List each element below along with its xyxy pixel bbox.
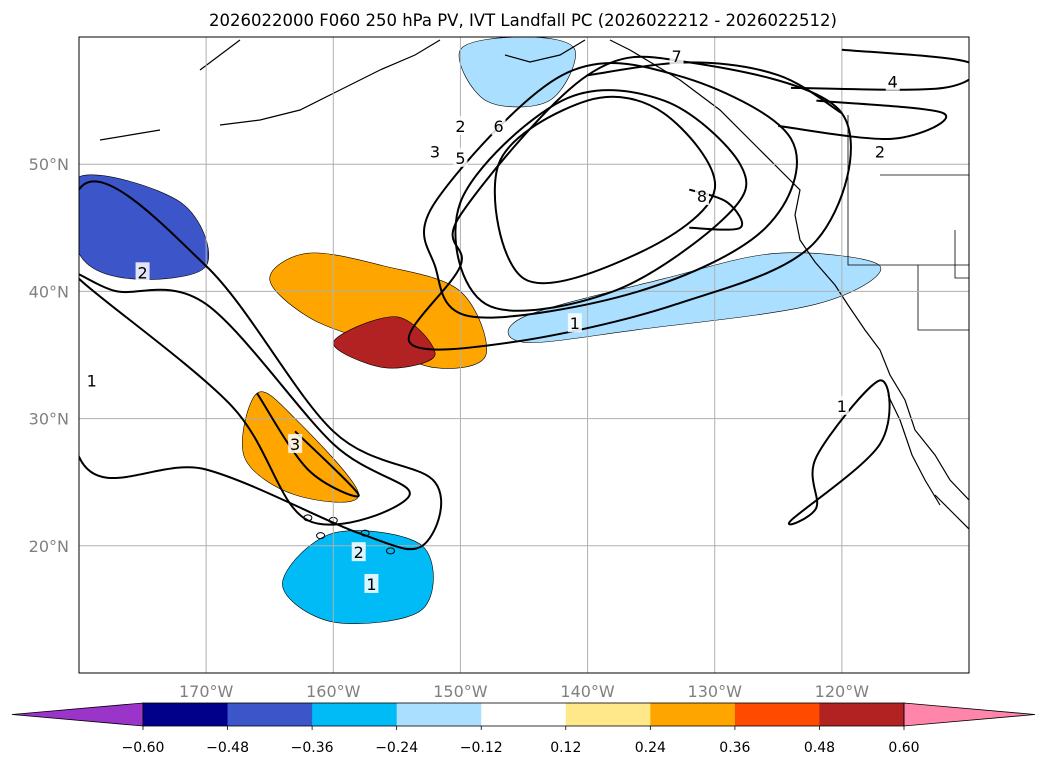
contour-line [79,273,411,526]
lat-tick-label: 30°N [29,410,69,429]
lon-tick-label: 150°W [433,682,488,701]
colorbar-tick-label: −0.60 [122,740,165,756]
colorbar-bin [227,703,313,726]
contour-label-bg [351,542,366,562]
hawaiian-island [316,532,326,540]
contour-label: 7 [671,47,681,66]
contour-label-bg [567,313,582,333]
colorbar-outline [142,702,905,727]
state-border [954,230,969,279]
lon-tick-label: 130°W [688,682,743,701]
contour-line [407,55,852,351]
axis-tick-labels: 170°W 160°W 150°W 140°W 130°W 120°W 20°N 30°N 40… [29,155,870,701]
contour-line [256,392,360,498]
contour-label: 1 [570,314,580,333]
state-border [917,265,969,331]
contour-label-bg [873,141,887,161]
contour-label: 8 [697,187,707,206]
shaded-anomaly-layer [79,37,882,624]
contour-label-bg [885,71,900,91]
colorbar-tick-label: −0.48 [206,740,249,756]
contour-line [454,89,748,312]
contour-line [790,48,969,91]
contour-label: 1 [87,371,97,390]
map-background [79,37,969,673]
contour-label-bg [428,141,442,161]
contour-label: 2 [455,117,465,136]
lat-tick-label: 40°N [29,282,69,301]
coastline [609,39,969,501]
colorbar-bin [819,703,905,726]
colorbar-tick-label: 0.36 [719,740,750,756]
contour-line [493,95,716,285]
colorbar-tick-label: −0.36 [291,740,334,756]
contour-label-bg [364,573,379,593]
contour-line [778,99,948,141]
lon-tick-label: 120°W [815,682,870,701]
contour-line [423,61,798,319]
lon-tick-label: 160°W [306,682,361,701]
colorbar-extend-max [903,702,1036,727]
colorbar-bin [396,703,482,726]
contour-label: 3 [430,142,440,161]
lon-tick-label: 170°W [179,682,234,701]
contour-label: 3 [290,435,300,454]
coastline [934,494,969,530]
contour-label-bg [491,116,506,136]
colorbar-tick-label: 0.12 [550,740,581,756]
contour-label: 2 [137,263,147,282]
colorbar-bin [734,703,820,726]
colorbar-bin [481,703,567,726]
colorbar-tick-label: 0.60 [888,740,919,756]
contour-label-bg [834,395,849,415]
contour-label: 6 [493,117,503,136]
contour-label-bg [695,186,709,205]
coastline [99,129,161,141]
colorbar-tick-label: 0.48 [804,740,835,756]
contour-label-bg [288,434,303,454]
colorbar-tick-label: −0.12 [460,740,503,756]
colorbar-bin [143,703,229,726]
contour-label: 1 [837,397,847,416]
contour-label: 2 [875,142,885,161]
contour-label-bg [669,46,684,66]
lat-tick-label: 20°N [29,537,69,556]
contour-line [787,379,891,526]
hawaiian-island [386,547,395,555]
contour-label-bg [135,262,150,282]
contour-line [587,61,843,115]
colorbar-bin [650,703,736,726]
lon-tick-label: 140°W [560,682,615,701]
shaded-feature [333,316,436,369]
colorbar-tick-label: 0.24 [635,740,666,756]
shaded-feature [282,530,434,624]
coastline [504,39,586,63]
contour-label-bg [453,147,468,167]
coastline [887,394,941,506]
contour-label: 2 [354,543,364,562]
coastline-layer [99,39,969,555]
contour-label: 5 [455,149,465,168]
colorbar: −0.60 −0.48 −0.36 −0.24 −0.12 0.12 0.24 0.36 0.4… [11,702,1036,756]
colorbar-tick-label: −0.24 [375,740,418,756]
colorbar-bin [565,703,651,726]
map-frame [78,36,970,674]
colorbar-bin [312,703,398,726]
coastline [199,39,241,71]
contour-label-bg [84,370,99,390]
contour-label-bg [453,116,468,136]
lat-tick-label: 50°N [29,155,69,174]
shaded-feature [79,174,210,280]
coastline [219,39,441,126]
gridline-layer [79,37,969,673]
state-border [847,115,969,266]
chart-title: 2026022000 F060 250 hPa PV, IVT Landfall… [209,11,837,30]
colorbar-extend-min [11,702,144,727]
contour-label: 4 [888,73,898,92]
contour-label: 1 [366,575,376,594]
